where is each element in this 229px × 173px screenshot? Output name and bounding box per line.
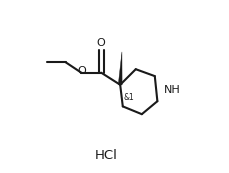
Polygon shape — [118, 52, 122, 85]
Text: &1: &1 — [123, 93, 134, 102]
Text: O: O — [76, 66, 85, 76]
Text: HCl: HCl — [95, 149, 117, 162]
Text: O: O — [96, 38, 105, 48]
Text: NH: NH — [163, 85, 179, 95]
